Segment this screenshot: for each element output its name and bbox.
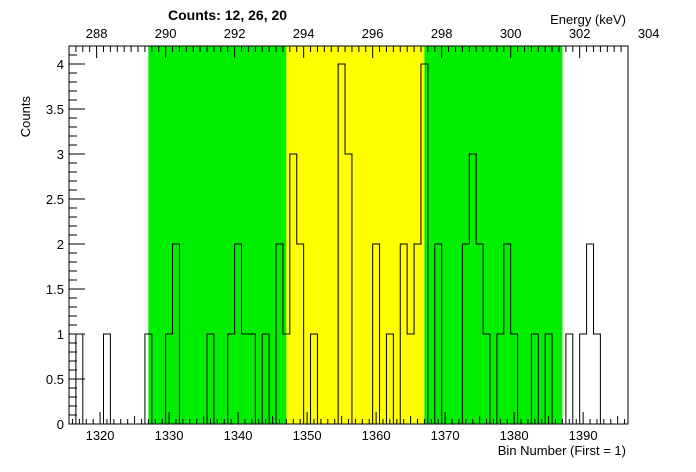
histogram-bin-1339 <box>228 334 235 424</box>
histogram-bin-1349 <box>297 244 304 424</box>
histogram-bin-1340 <box>235 244 242 424</box>
energy-tick-label-288: 288 <box>86 26 108 41</box>
y-tick-label-0: 0 <box>57 417 64 432</box>
highlight-regions <box>148 46 563 424</box>
histogram-bin-1383 <box>531 334 538 424</box>
energy-tick-label-298: 298 <box>431 26 453 41</box>
x-tick-label-1360: 1360 <box>362 428 391 443</box>
y-tick-label-3.5: 3.5 <box>46 102 64 117</box>
histogram-bin-1380 <box>511 334 518 424</box>
histogram-bin-1344 <box>262 334 269 424</box>
energy-tick-label-302: 302 <box>569 26 591 41</box>
histogram-bin-1378 <box>497 334 504 424</box>
x-tick-label-1330: 1330 <box>155 428 184 443</box>
axis-labels: 1320 1330 1340 1350 1360 1370 1380 1390 0 0.5 1 1.5… <box>46 26 660 443</box>
region-2 <box>424 46 563 424</box>
histogram-bin-1331 <box>173 244 180 424</box>
y-tick-label-1.5: 1.5 <box>46 282 64 297</box>
histogram-bin-1356 <box>345 154 352 424</box>
top-axis-title: Energy (keV) <box>550 12 626 27</box>
histogram-bin-1388 <box>566 334 573 424</box>
histogram-bin-1365 <box>407 334 414 424</box>
y-tick-label-4: 4 <box>57 57 64 72</box>
energy-tick-label-292: 292 <box>224 26 246 41</box>
x-axis-title: Bin Number (First = 1) <box>498 443 626 458</box>
histogram-bin-1342 <box>248 334 255 424</box>
histogram-bin-1362 <box>386 334 393 424</box>
energy-tick-label-290: 290 <box>155 26 177 41</box>
region-0 <box>148 46 287 424</box>
energy-tick-label-294: 294 <box>293 26 315 41</box>
histogram-bin-1367 <box>421 64 428 424</box>
histogram-bin-1355 <box>338 64 345 424</box>
energy-tick-label-296: 296 <box>362 26 384 41</box>
axes <box>68 45 629 425</box>
histogram-bin-1391 <box>587 244 594 424</box>
y-axis-title: Counts <box>18 96 33 138</box>
histogram-bin-1321 <box>104 334 111 424</box>
histogram-bin-1392 <box>593 334 600 424</box>
x-tick-label-1390: 1390 <box>569 428 598 443</box>
histogram-bin-1347 <box>283 334 290 424</box>
histogram-bin-1346 <box>276 244 283 424</box>
histogram-bin-1379 <box>504 244 511 424</box>
histogram-bin-1348 <box>290 154 297 424</box>
y-tick-label-0.5: 0.5 <box>46 372 64 387</box>
y-tick-label-3: 3 <box>57 147 64 162</box>
histogram-bin-1373 <box>462 244 469 424</box>
x-tick-label-1320: 1320 <box>86 428 115 443</box>
y-tick-label-2.5: 2.5 <box>46 192 64 207</box>
histogram-bin-1390 <box>580 334 587 424</box>
histogram-bin-1374 <box>469 154 476 424</box>
histogram-bin-1385 <box>545 334 552 424</box>
histogram-bin-1341 <box>242 334 249 424</box>
x-tick-label-1340: 1340 <box>224 428 253 443</box>
histogram-bin-1330 <box>166 334 173 424</box>
y-tick-label-1: 1 <box>57 327 64 342</box>
histogram-bin-1366 <box>414 244 421 424</box>
energy-tick-label-300: 300 <box>500 26 522 41</box>
energy-tick-label-304: 304 <box>638 26 660 41</box>
histogram-bin-1351 <box>311 334 318 424</box>
x-tick-label-1350: 1350 <box>293 428 322 443</box>
histogram-bin-1336 <box>207 334 214 424</box>
chart-title: Counts: 12, 26, 20 <box>168 7 287 23</box>
x-tick-label-1370: 1370 <box>431 428 460 443</box>
histogram-bin-1364 <box>400 244 407 424</box>
histogram-bin-1375 <box>476 244 483 424</box>
histogram-bin-1327 <box>145 334 152 424</box>
x-tick-label-1380: 1380 <box>500 428 529 443</box>
histogram-bin-1369 <box>435 244 442 424</box>
region-1 <box>286 46 425 424</box>
histogram-bin-1376 <box>483 334 490 424</box>
histogram-bin-1360 <box>373 244 380 424</box>
y-tick-label-2: 2 <box>57 237 64 252</box>
